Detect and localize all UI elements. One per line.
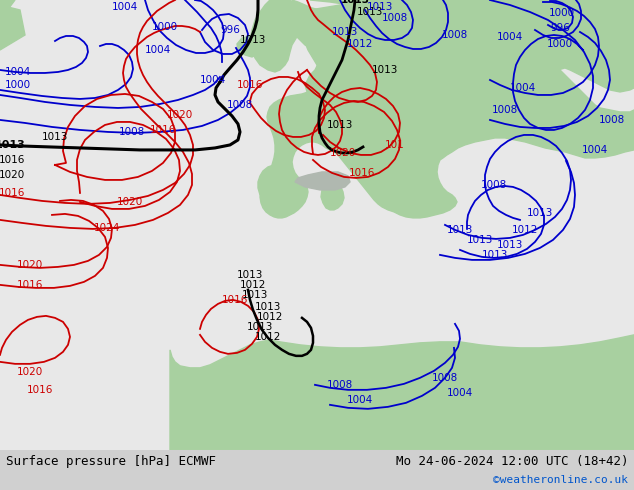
Polygon shape — [258, 165, 298, 200]
Text: 1013: 1013 — [482, 250, 508, 260]
Polygon shape — [390, 0, 634, 92]
Text: 1020: 1020 — [0, 170, 25, 180]
Text: 1004: 1004 — [447, 388, 473, 398]
Text: 1013: 1013 — [340, 0, 370, 5]
Polygon shape — [0, 5, 25, 50]
Text: 1020: 1020 — [117, 197, 143, 207]
Text: 1024: 1024 — [94, 223, 120, 233]
Text: 1013: 1013 — [372, 65, 398, 75]
Text: 1004: 1004 — [497, 32, 523, 42]
Text: 1016: 1016 — [0, 155, 25, 165]
Polygon shape — [170, 335, 634, 450]
Text: 1013: 1013 — [237, 270, 263, 280]
Text: 1013: 1013 — [242, 290, 268, 300]
Text: 101: 101 — [385, 140, 405, 150]
Text: Mo 24-06-2024 12:00 UTC (18+42): Mo 24-06-2024 12:00 UTC (18+42) — [396, 455, 628, 468]
Polygon shape — [290, 0, 430, 112]
Text: 1016: 1016 — [0, 188, 25, 198]
Text: 1016: 1016 — [349, 168, 375, 178]
Polygon shape — [0, 0, 15, 20]
Text: ©weatheronline.co.uk: ©weatheronline.co.uk — [493, 475, 628, 485]
Text: 1013: 1013 — [467, 235, 493, 245]
Text: Surface pressure [hPa] ECMWF: Surface pressure [hPa] ECMWF — [6, 455, 216, 468]
Polygon shape — [250, 0, 302, 72]
Text: 1013: 1013 — [367, 2, 393, 12]
Text: 1012: 1012 — [347, 39, 373, 49]
Text: 1020: 1020 — [330, 148, 356, 158]
Text: 996: 996 — [220, 25, 240, 35]
Text: 1020: 1020 — [167, 110, 193, 120]
Text: 1016: 1016 — [222, 295, 248, 305]
Text: 1004: 1004 — [145, 45, 171, 55]
Text: 1013: 1013 — [247, 322, 273, 332]
Text: 1008: 1008 — [227, 100, 253, 110]
Text: 1013: 1013 — [357, 7, 383, 17]
Text: 1004: 1004 — [112, 2, 138, 12]
Text: 1008: 1008 — [481, 180, 507, 190]
Text: 1013: 1013 — [332, 27, 358, 37]
Text: 1004: 1004 — [510, 83, 536, 93]
Text: 996: 996 — [550, 23, 570, 33]
Text: 1004: 1004 — [200, 75, 226, 85]
Polygon shape — [237, 36, 260, 57]
Text: 1016: 1016 — [237, 80, 263, 90]
Text: 1013: 1013 — [447, 225, 473, 235]
Text: 1013: 1013 — [255, 302, 281, 312]
Text: 1000: 1000 — [549, 8, 575, 18]
Text: 1004: 1004 — [5, 67, 31, 77]
Text: 1004: 1004 — [347, 395, 373, 405]
Text: 1004: 1004 — [582, 145, 608, 155]
Text: 1008: 1008 — [442, 30, 468, 40]
Text: 1008: 1008 — [327, 380, 353, 390]
Polygon shape — [377, 176, 405, 202]
Text: 1008: 1008 — [599, 115, 625, 125]
Text: 1000: 1000 — [152, 22, 178, 32]
Text: 1012: 1012 — [255, 332, 281, 342]
Text: 1013: 1013 — [42, 132, 68, 142]
Polygon shape — [260, 17, 634, 218]
Polygon shape — [292, 0, 382, 32]
Text: 1013: 1013 — [240, 35, 266, 45]
Text: 1000: 1000 — [5, 80, 31, 90]
Text: 1013: 1013 — [497, 240, 523, 250]
Text: 1012: 1012 — [240, 280, 266, 290]
Polygon shape — [321, 175, 344, 210]
Text: 1012: 1012 — [257, 312, 283, 322]
Text: 1020: 1020 — [17, 367, 43, 377]
Text: 1008: 1008 — [382, 13, 408, 23]
Polygon shape — [310, 0, 380, 5]
Text: 1008: 1008 — [492, 105, 518, 115]
Text: 1013: 1013 — [0, 140, 25, 150]
Text: 1013: 1013 — [527, 208, 553, 218]
Text: 1016: 1016 — [150, 125, 176, 135]
Text: 1016: 1016 — [17, 280, 43, 290]
Text: 1013: 1013 — [327, 120, 353, 130]
Text: 1012: 1012 — [512, 225, 538, 235]
Text: 1008: 1008 — [119, 127, 145, 137]
Text: 1016: 1016 — [27, 385, 53, 395]
Polygon shape — [295, 172, 350, 190]
Text: 1020: 1020 — [17, 260, 43, 270]
Text: 1008: 1008 — [432, 373, 458, 383]
Text: 1000: 1000 — [547, 39, 573, 49]
